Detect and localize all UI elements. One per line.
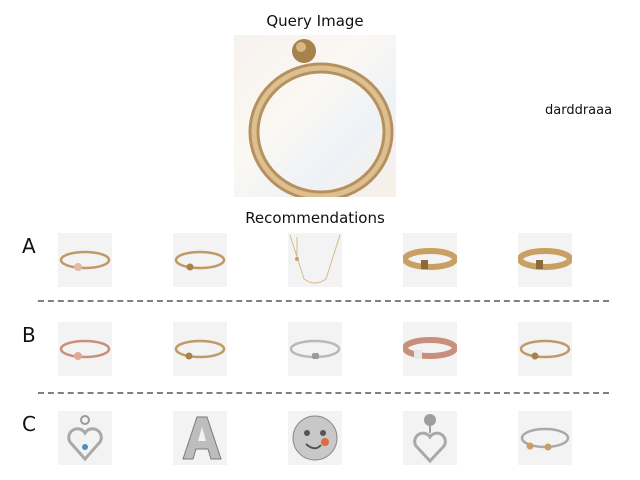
silver-emoji-bead-charm-icon: [292, 415, 338, 461]
silver-open-bangle-gold-beads-icon: [520, 427, 570, 451]
recommendation-b-5[interactable]: [518, 322, 572, 376]
gold-mesh-bracelet-icon: [518, 248, 572, 270]
recommendation-a-3[interactable]: [288, 233, 342, 287]
recommendation-a-4[interactable]: [403, 233, 457, 287]
rose-gold-bracelet-heart-charm-icon: [59, 339, 111, 360]
silver-bracelet-clasp-icon: [289, 339, 341, 359]
recommendation-c-4[interactable]: [403, 411, 457, 465]
query-image-title: Query Image: [266, 12, 364, 30]
gold-bracelet-bead-clasp-icon: [174, 250, 226, 271]
row-label-b: B: [22, 323, 36, 347]
rose-gold-mesh-bracelet-icon: [403, 337, 457, 359]
recommendation-b-1[interactable]: [58, 322, 112, 376]
silver-heart-pendant-charm-icon: [67, 415, 103, 462]
recommendation-a-2[interactable]: [173, 233, 227, 287]
gold-mesh-bracelet-icon: [403, 248, 457, 270]
gold-bracelet-rose-heart-charm-icon: [59, 250, 111, 271]
recommendation-b-4[interactable]: [403, 322, 457, 376]
recommendation-a-1[interactable]: [58, 233, 112, 287]
recommendation-c-2[interactable]: [173, 411, 227, 465]
silver-letter-a-charm-icon: [182, 416, 222, 460]
row-divider: [38, 300, 609, 302]
side-label: darddraaa: [545, 103, 613, 118]
row-label-a: A: [22, 234, 36, 258]
recommendation-b-3[interactable]: [288, 322, 342, 376]
recommendation-c-1[interactable]: [58, 411, 112, 465]
row-label-c: C: [22, 412, 36, 436]
recommendation-a-5[interactable]: [518, 233, 572, 287]
recommendation-c-5[interactable]: [518, 411, 572, 465]
gold-bracelet-bead-clasp-icon: [174, 339, 226, 360]
gold-necklace-chain-icon: [289, 234, 341, 284]
recommendation-b-2[interactable]: [173, 322, 227, 376]
query-image: [234, 35, 396, 197]
recommendation-c-3[interactable]: [288, 411, 342, 465]
gold-snake-bracelet-icon: [248, 39, 394, 197]
row-divider: [38, 392, 609, 394]
recommendations-title: Recommendations: [245, 209, 385, 227]
gold-bracelet-bead-clasp-icon: [519, 339, 571, 360]
silver-heart-dangle-charm-icon: [413, 414, 447, 464]
